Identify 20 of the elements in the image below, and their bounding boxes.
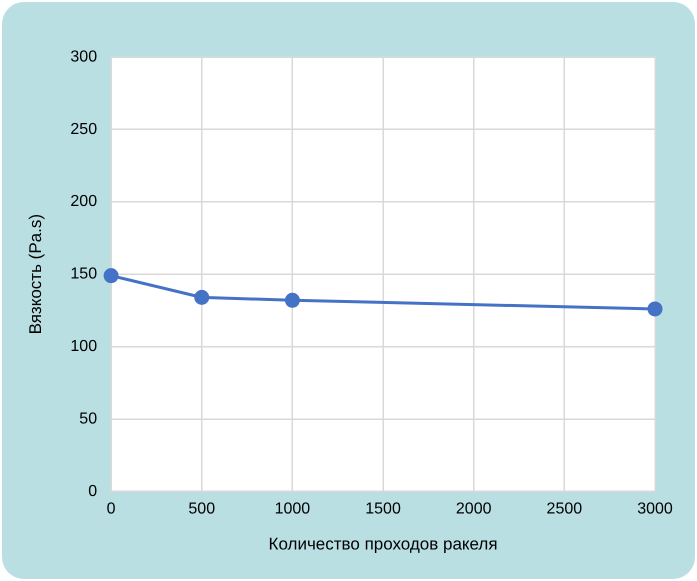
point [104,268,119,284]
point [648,301,662,316]
point [194,290,210,305]
y-tick-label: 250 [70,120,98,138]
y-tick-label: 100 [70,338,98,356]
x-tick-label: 2000 [456,500,492,518]
point [284,292,300,308]
y-axis-title: Вязкость (Pa.s) [26,214,45,334]
x-tick-label: 1500 [365,500,401,518]
x-tick-label: 500 [188,500,216,518]
x-tick-label: 1000 [274,500,310,518]
x-axis-title: Количество проходов ракеля [268,534,498,554]
y-tick-label: 50 [79,410,98,428]
x-tick-label: 0 [106,500,116,518]
y-tick-label: 300 [70,48,98,66]
x-tick-label: 2500 [546,500,582,518]
y-tick-label: 200 [70,193,98,210]
x-tick-label: 3000 [637,500,673,518]
y-tick-label: 0 [88,482,98,500]
y-tick-label: 150 [70,266,98,283]
